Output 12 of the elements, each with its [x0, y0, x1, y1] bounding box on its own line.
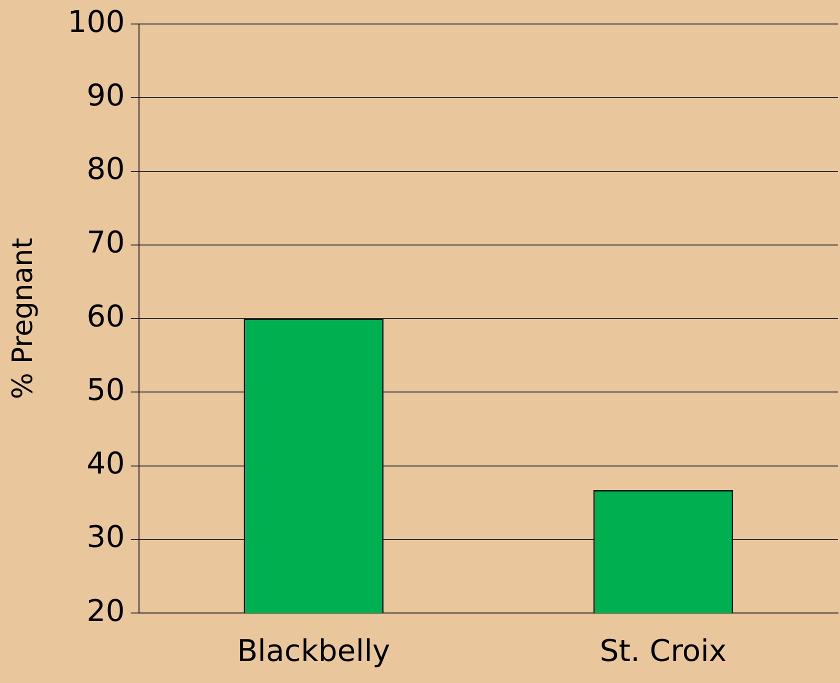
x-tick-label: Blackbelly: [237, 634, 390, 669]
y-tick-label: 80: [86, 152, 125, 188]
y-tick-label: 20: [86, 594, 125, 629]
x-tick-label: St. Croix: [600, 634, 727, 669]
y-tick-label: 100: [68, 4, 125, 40]
y-tick-label: 60: [86, 299, 125, 334]
y-tick-label: 90: [86, 78, 125, 114]
y-tick-label: 40: [86, 446, 125, 482]
y-axis-title: % Pregnant: [6, 238, 40, 400]
y-tick-label: 70: [86, 226, 125, 261]
y-tick-label: 50: [86, 372, 125, 408]
y-tick-label: 30: [86, 520, 125, 556]
